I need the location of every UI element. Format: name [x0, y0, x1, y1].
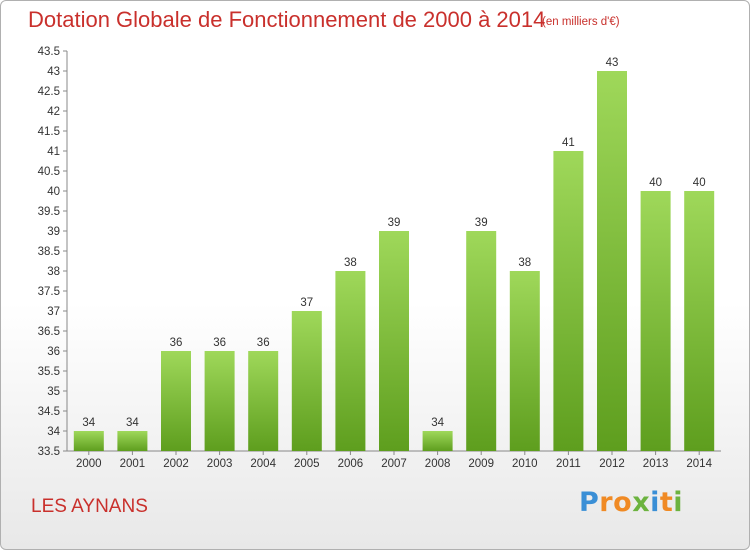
y-tick-label: 34 [47, 426, 60, 438]
y-tick-label: 33.5 [38, 446, 60, 458]
y-tick-label: 40.5 [38, 166, 60, 178]
y-tick-label: 39.5 [38, 206, 60, 218]
y-tick-label: 41 [47, 146, 60, 158]
y-tick-label: 35.5 [38, 366, 60, 378]
logo-letter: i [673, 487, 684, 518]
y-tick-label: 36 [47, 346, 60, 358]
x-tick-label: 2009 [468, 458, 494, 470]
bar-value-label: 36 [213, 337, 226, 349]
y-tick-label: 39 [47, 226, 60, 238]
bar [553, 151, 584, 451]
bar-value-label: 43 [606, 57, 619, 69]
bar [204, 351, 235, 451]
x-tick-label: 2001 [120, 458, 146, 470]
x-tick-label: 2013 [643, 458, 669, 470]
bar-value-label: 41 [562, 137, 575, 149]
y-tick-label: 42 [47, 106, 60, 118]
x-tick-label: 2003 [207, 458, 233, 470]
logo-letter: x [632, 487, 651, 518]
bar-value-label: 38 [518, 257, 531, 269]
bar [291, 311, 322, 451]
y-tick-label: 43.5 [38, 46, 60, 58]
x-tick-label: 2010 [512, 458, 538, 470]
y-tick-label: 35 [47, 386, 60, 398]
y-tick-label: 37 [47, 306, 60, 318]
bar [509, 271, 540, 451]
y-tick-label: 38.5 [38, 246, 60, 258]
bar [248, 351, 279, 451]
y-tick-label: 36.5 [38, 326, 60, 338]
y-tick-label: 41.5 [38, 126, 60, 138]
bar-value-label: 39 [475, 217, 488, 229]
bar [161, 351, 191, 451]
x-tick-label: 2011 [556, 458, 581, 470]
commune-name: LES AYNANS [31, 496, 148, 517]
x-tick-label: 2014 [686, 458, 712, 470]
x-tick-label: 2012 [599, 458, 625, 470]
logo-letter: o [613, 487, 633, 518]
bar-value-label: 37 [300, 297, 313, 309]
logo-letter: r [599, 487, 614, 518]
bar-value-label: 36 [257, 337, 270, 349]
bar [597, 71, 627, 451]
x-tick-label: 2004 [250, 458, 276, 470]
bar [335, 271, 366, 451]
bar-value-label: 40 [693, 177, 706, 189]
x-tick-label: 2008 [425, 458, 451, 470]
logo-letter: P [579, 487, 600, 518]
bar [640, 191, 671, 451]
x-tick-label: 2007 [381, 458, 407, 470]
bar-value-label: 34 [126, 417, 139, 429]
chart-title: Dotation Globale de Fonctionnement de 20… [28, 7, 546, 32]
x-tick-label: 2006 [338, 458, 364, 470]
bar [466, 231, 497, 451]
x-tick-label: 2002 [163, 458, 189, 470]
bar [117, 431, 148, 451]
bar [684, 191, 715, 451]
chart-subtitle: (en milliers d'€) [542, 16, 620, 28]
y-tick-label: 38 [47, 266, 60, 278]
proxiti-logo: Proxiti [579, 487, 683, 518]
bar-value-label: 39 [388, 217, 401, 229]
y-tick-label: 43 [47, 66, 60, 78]
y-tick-label: 37.5 [38, 286, 60, 298]
bar-value-label: 34 [431, 417, 444, 429]
x-tick-label: 2005 [294, 458, 320, 470]
bar-value-label: 36 [170, 337, 183, 349]
y-tick-label: 42.5 [38, 86, 60, 98]
x-tick-label: 2000 [76, 458, 102, 470]
y-tick-label: 34.5 [38, 406, 60, 418]
logo-letter: i [650, 487, 660, 518]
y-tick-label: 40 [47, 186, 60, 198]
bar [422, 431, 453, 451]
bar [73, 431, 104, 451]
bar [379, 231, 409, 451]
bar-value-label: 40 [649, 177, 662, 189]
bar-value-label: 38 [344, 257, 357, 269]
logo-letter: t [659, 487, 674, 518]
bar-value-label: 34 [82, 417, 95, 429]
